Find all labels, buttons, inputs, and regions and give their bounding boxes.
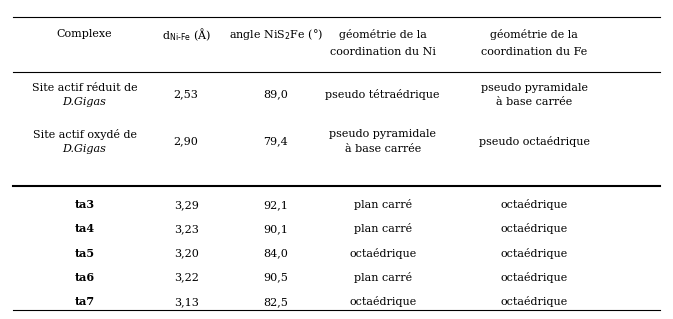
Text: 84,0: 84,0 <box>263 248 288 258</box>
Text: 90,1: 90,1 <box>263 224 288 234</box>
Text: ta3: ta3 <box>75 199 95 210</box>
Text: à base carrée: à base carrée <box>496 97 573 107</box>
Text: 2,53: 2,53 <box>174 89 199 100</box>
Text: octaédrique: octaédrique <box>501 296 568 307</box>
Text: pseudo pyramidale: pseudo pyramidale <box>481 83 588 93</box>
Text: 3,23: 3,23 <box>174 224 199 234</box>
Text: plan carré: plan carré <box>353 272 412 283</box>
Text: octaédrique: octaédrique <box>501 223 568 234</box>
Text: octaédrique: octaédrique <box>349 248 417 259</box>
Text: octaédrique: octaédrique <box>501 199 568 210</box>
Text: plan carré: plan carré <box>353 223 412 234</box>
Text: à base carrée: à base carrée <box>345 144 421 153</box>
Text: Site actif réduit de: Site actif réduit de <box>32 83 137 93</box>
Text: Complexe: Complexe <box>57 29 112 40</box>
Text: 2,90: 2,90 <box>174 136 199 146</box>
Text: octaédrique: octaédrique <box>349 296 417 307</box>
Text: ta6: ta6 <box>75 272 95 283</box>
Text: ta5: ta5 <box>75 248 95 259</box>
Text: octaédrique: octaédrique <box>501 248 568 259</box>
Text: pseudo pyramidale: pseudo pyramidale <box>329 130 436 139</box>
Text: 3,13: 3,13 <box>174 297 199 307</box>
Text: pseudo octaédrique: pseudo octaédrique <box>479 136 590 147</box>
Text: géométrie de la: géométrie de la <box>339 29 427 40</box>
Text: D.Gigas: D.Gigas <box>63 97 106 107</box>
Text: 90,5: 90,5 <box>263 273 288 283</box>
Text: 82,5: 82,5 <box>263 297 288 307</box>
Text: ta7: ta7 <box>75 296 95 307</box>
Text: D.Gigas: D.Gigas <box>63 144 106 153</box>
Text: angle NiS$_2$Fe (°): angle NiS$_2$Fe (°) <box>229 27 323 42</box>
Text: d$_{\mathrm{Ni\text{-}Fe}}$ (Å): d$_{\mathrm{Ni\text{-}Fe}}$ (Å) <box>162 26 211 43</box>
Text: coordination du Fe: coordination du Fe <box>481 47 588 57</box>
Text: octaédrique: octaédrique <box>501 272 568 283</box>
Text: 79,4: 79,4 <box>263 136 288 146</box>
Text: Site actif oxydé de: Site actif oxydé de <box>32 129 137 140</box>
Text: ta4: ta4 <box>75 223 95 234</box>
Text: 89,0: 89,0 <box>263 89 288 100</box>
Text: 3,20: 3,20 <box>174 248 199 258</box>
Text: 3,29: 3,29 <box>174 200 199 210</box>
Text: coordination du Ni: coordination du Ni <box>330 47 435 57</box>
Text: géométrie de la: géométrie de la <box>491 29 578 40</box>
Text: plan carré: plan carré <box>353 199 412 210</box>
Text: pseudo tétraédrique: pseudo tétraédrique <box>326 89 440 100</box>
Text: 3,22: 3,22 <box>174 273 199 283</box>
Text: 92,1: 92,1 <box>263 200 288 210</box>
